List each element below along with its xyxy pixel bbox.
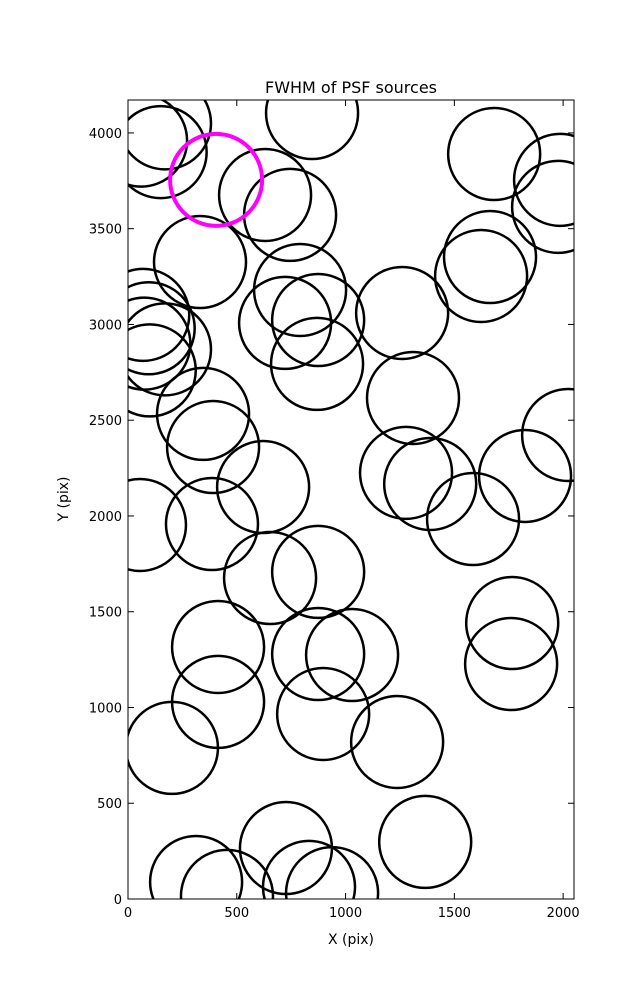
y-tick-label: 2000 xyxy=(89,510,122,525)
source-circle xyxy=(275,666,371,762)
source-circle xyxy=(128,104,208,200)
y-tick-label: 3500 xyxy=(89,223,122,238)
source-circle xyxy=(304,607,400,703)
source-circle xyxy=(128,296,192,391)
plot-frame xyxy=(127,99,575,900)
chart-title: FWHM of PSF sources xyxy=(265,78,437,97)
source-circle xyxy=(270,524,366,620)
y-axis-label: Y (pix) xyxy=(56,477,72,523)
source-circle xyxy=(152,214,248,310)
source-circle xyxy=(512,132,574,228)
source-circle xyxy=(217,147,313,243)
source-circle xyxy=(365,350,461,446)
source-circle xyxy=(477,428,573,524)
source-circle xyxy=(446,106,542,202)
source-circle xyxy=(164,476,260,572)
source-circle xyxy=(148,834,244,899)
source-circle xyxy=(128,100,189,188)
source-circle xyxy=(128,477,188,573)
source-circle xyxy=(520,387,574,483)
source-circle xyxy=(237,275,333,371)
source-circle xyxy=(128,281,196,376)
x-tick-label: 2000 xyxy=(547,906,580,921)
source-circle xyxy=(215,439,311,535)
source-circle xyxy=(358,425,454,521)
source-circle xyxy=(270,272,366,368)
source-circle xyxy=(270,606,366,702)
source-circle xyxy=(425,471,521,567)
source-circle xyxy=(168,131,265,228)
x-tick-label: 0 xyxy=(124,906,132,921)
source-circle xyxy=(354,265,450,361)
source-circle xyxy=(510,159,574,255)
y-tick-label: 500 xyxy=(97,797,122,812)
source-circle xyxy=(463,616,559,712)
source-circle xyxy=(179,848,275,899)
y-tick-label: 1000 xyxy=(89,701,122,716)
source-circle xyxy=(349,694,445,790)
source-circle xyxy=(284,845,380,899)
source-circle xyxy=(382,436,478,532)
y-tick-label: 0 xyxy=(114,893,122,908)
y-tick-label: 1500 xyxy=(89,606,122,621)
source-circle xyxy=(155,366,251,462)
source-circle xyxy=(377,794,473,890)
source-circle xyxy=(170,654,266,750)
source-circle xyxy=(261,839,357,899)
y-tick-label: 3000 xyxy=(89,318,122,333)
plot-area xyxy=(128,100,574,899)
source-circle xyxy=(128,323,197,418)
y-tick-label: 2500 xyxy=(89,414,122,429)
source-circle xyxy=(464,575,560,671)
source-circle xyxy=(128,302,213,397)
x-tick-label: 1000 xyxy=(329,906,362,921)
source-circle xyxy=(269,316,365,412)
source-circle xyxy=(170,599,266,695)
source-circle xyxy=(128,267,191,363)
source-circle xyxy=(222,530,318,626)
x-tick-label: 500 xyxy=(224,906,249,921)
source-circle xyxy=(128,100,213,171)
source-circle xyxy=(165,399,261,495)
x-tick-label: 1500 xyxy=(438,906,471,921)
y-tick-label: 4000 xyxy=(89,127,122,142)
source-circle xyxy=(242,167,338,263)
source-circle xyxy=(442,209,538,305)
x-axis-label: X (pix) xyxy=(328,932,374,948)
source-circle xyxy=(128,700,220,796)
source-circle xyxy=(433,228,529,324)
source-circle xyxy=(264,100,360,161)
